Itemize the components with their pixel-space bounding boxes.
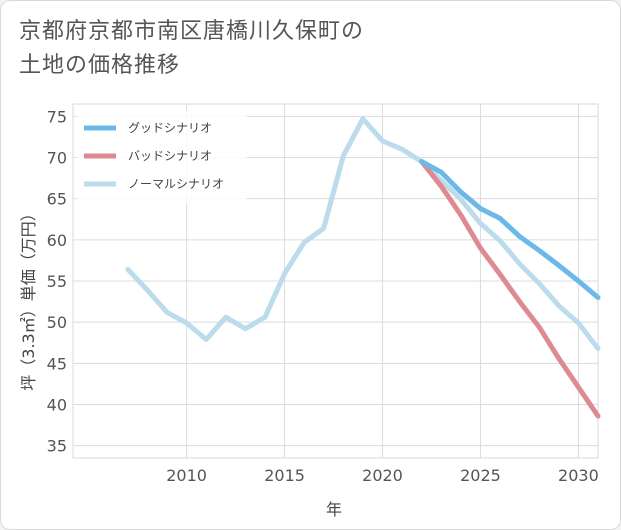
y-tick-label: 60 <box>47 231 67 250</box>
y-tick-label: 45 <box>47 354 67 373</box>
y-tick-label: 70 <box>47 149 67 168</box>
y-tick-label: 65 <box>47 190 67 209</box>
series-line-2 <box>419 159 601 419</box>
legend-label: グッドシナリオ <box>128 121 212 135</box>
legend-label: ノーマルシナリオ <box>128 177 224 191</box>
x-tick-label: 2020 <box>362 466 403 485</box>
x-tick-label: 2025 <box>460 466 501 485</box>
y-tick-label: 35 <box>47 437 67 456</box>
y-tick-label: 40 <box>47 395 67 414</box>
chart-title-line-2: 土地の価格推移 <box>19 53 181 78</box>
x-tick-label: 2010 <box>166 466 207 485</box>
y-tick-labels: 35 40 45 50 55 60 65 70 75 <box>47 107 67 455</box>
x-tick-label: 2015 <box>264 466 305 485</box>
chart-title-line-1: 京都府京都市南区唐橋川久保町の <box>19 19 365 44</box>
legend-label: バッドシナリオ <box>128 149 212 163</box>
series-line-1 <box>419 159 601 300</box>
series-lines <box>125 116 601 419</box>
y-tick-label: 50 <box>47 313 67 332</box>
series-line-3 <box>125 116 601 351</box>
chart-title: 京都府京都市南区唐橋川久保町の 土地の価格推移 <box>19 15 364 83</box>
y-tick-label: 55 <box>47 272 67 291</box>
x-tick-label: 2030 <box>558 466 599 485</box>
y-axis-title: 坪（3.3㎡）単価（万円） <box>19 205 38 390</box>
y-tick-label: 75 <box>47 107 67 126</box>
x-axis-title: 年 <box>326 500 342 519</box>
x-tick-labels: 2010 2015 2020 2025 2030 <box>166 466 599 485</box>
